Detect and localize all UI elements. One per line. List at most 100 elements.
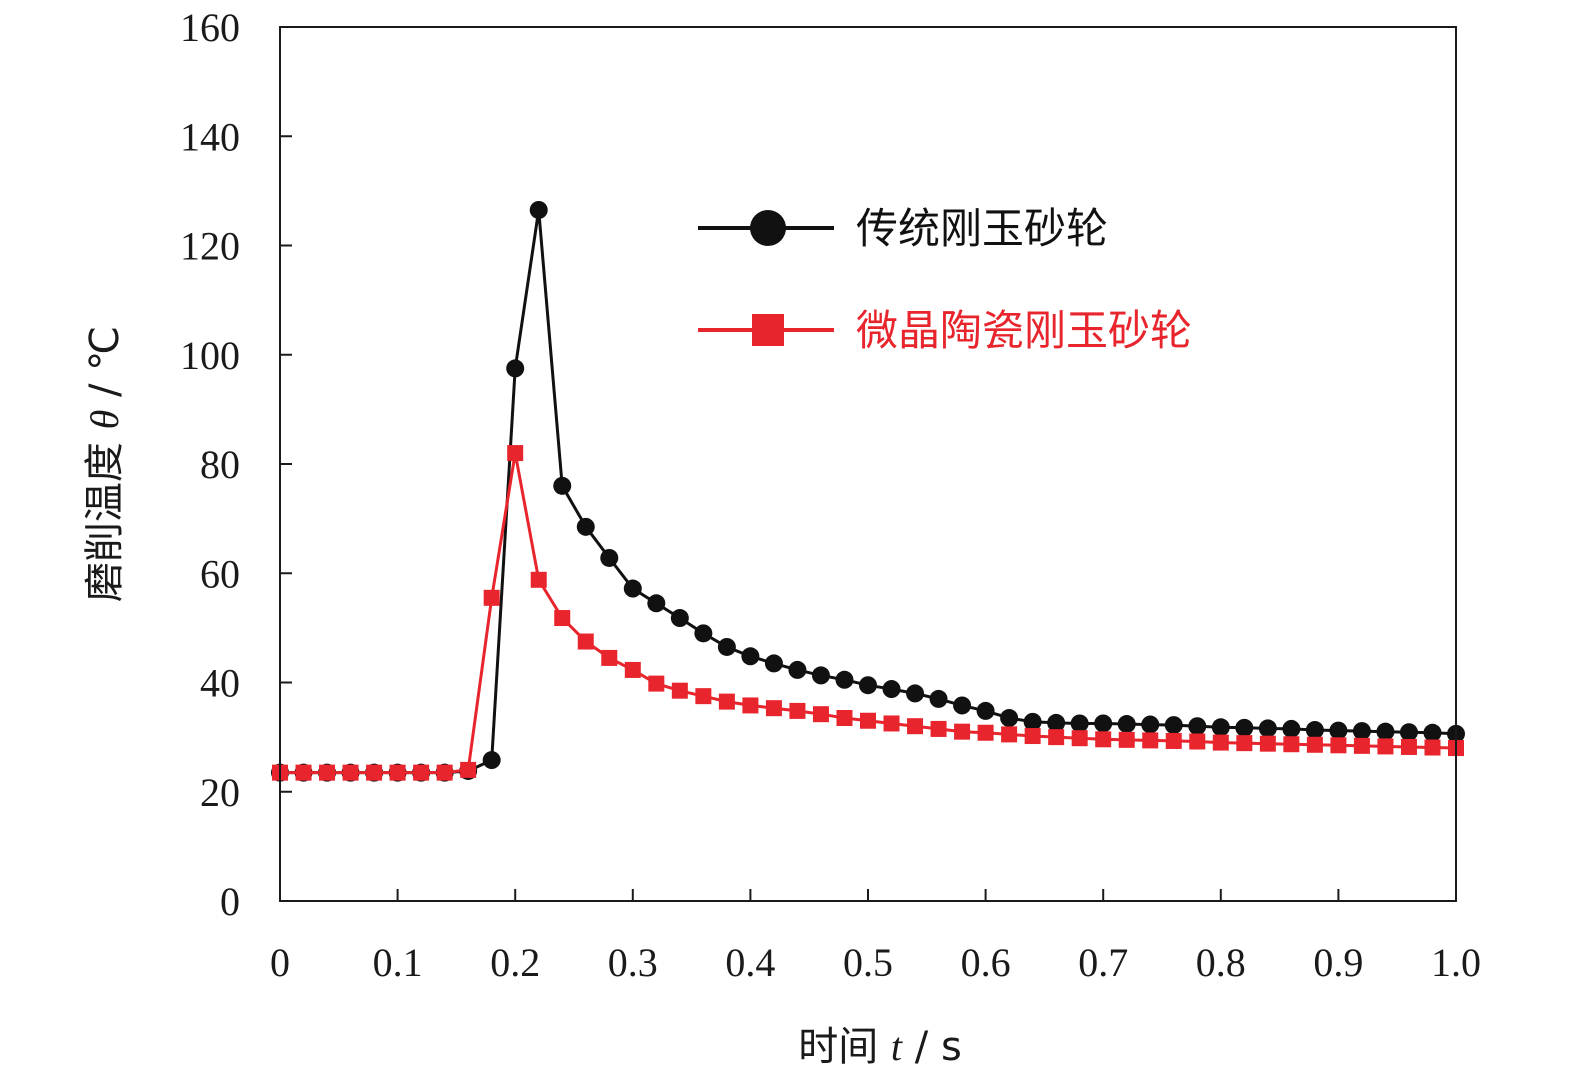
x-axis-title-part: 时间: [798, 1024, 891, 1070]
data-point: [1142, 732, 1159, 749]
data-point: [366, 764, 383, 781]
data-point: [436, 764, 453, 781]
y-axis-title-part: 磨削温度: [82, 429, 128, 602]
data-point: [319, 764, 336, 781]
data-point: [554, 610, 571, 627]
data-point: [576, 517, 595, 536]
data-point: [836, 710, 853, 727]
x-tick-label: 0.8: [1196, 940, 1246, 985]
data-point: [1095, 731, 1112, 748]
legend-marker: [752, 314, 784, 346]
data-point: [529, 200, 548, 219]
data-point: [1283, 736, 1300, 753]
y-tick-label: 0: [220, 879, 240, 924]
data-point: [1352, 722, 1371, 741]
data-point: [1423, 723, 1442, 742]
data-point: [742, 697, 759, 714]
data-point: [483, 589, 500, 606]
data-point: [1165, 732, 1182, 749]
y-axis-title-part: / ℃: [82, 326, 128, 410]
data-point: [1259, 735, 1276, 752]
data-point: [1024, 728, 1041, 745]
data-point: [648, 675, 665, 692]
data-point: [1048, 729, 1065, 746]
y-axis-title-part: θ: [82, 410, 127, 430]
data-point: [389, 764, 406, 781]
y-axis-title: 磨削温度 θ / ℃: [82, 326, 128, 602]
data-point: [1306, 736, 1323, 753]
x-tick-label: 0.6: [961, 940, 1011, 985]
data-point: [1094, 714, 1113, 733]
data-point: [601, 649, 618, 666]
y-tick-label: 20: [200, 770, 240, 815]
data-point: [954, 723, 971, 740]
data-point: [694, 624, 713, 643]
data-point: [717, 637, 736, 656]
x-axis-title-part: / s: [902, 1024, 962, 1070]
data-point: [506, 359, 525, 378]
y-tick-label: 120: [180, 224, 240, 269]
data-point: [1070, 714, 1089, 733]
data-point: [1424, 739, 1441, 756]
data-point: [507, 445, 524, 462]
data-point: [1189, 733, 1206, 750]
y-tick-label: 100: [180, 333, 240, 378]
labels-layer: 0 0.1 0.2 0.3 0.4 0.5 0.6 0.7 0.8 0.9 1.0 0 20 40 60 80…: [82, 5, 1481, 1070]
data-point: [882, 680, 901, 699]
data-point: [811, 666, 830, 685]
data-point: [1023, 712, 1042, 731]
y-tick-label: 60: [200, 551, 240, 596]
data-point: [1329, 721, 1348, 740]
x-tick-label: 0.3: [608, 940, 658, 985]
x-tick-label: 0.1: [373, 940, 423, 985]
data-point: [553, 476, 572, 495]
x-tick-label: 0.4: [725, 940, 775, 985]
data-point: [1376, 722, 1395, 741]
data-point: [1236, 735, 1253, 752]
data-point: [695, 688, 712, 705]
data-point: [482, 751, 501, 770]
data-point: [1400, 738, 1417, 755]
data-point: [1399, 723, 1418, 742]
y-tick-label: 140: [180, 114, 240, 159]
data-point: [1212, 734, 1229, 751]
data-point: [413, 764, 430, 781]
data-point: [647, 594, 666, 613]
plot-frame: [279, 26, 1457, 902]
x-tick-label: 0.2: [490, 940, 540, 985]
series-2: [272, 445, 1464, 781]
data-point: [1282, 719, 1301, 738]
data-point: [789, 702, 806, 719]
data-point: [953, 696, 972, 715]
x-tick-label: 0.5: [843, 940, 893, 985]
data-point: [883, 715, 900, 732]
data-point: [788, 660, 807, 679]
data-point: [977, 724, 994, 741]
data-point: [1330, 737, 1347, 754]
y-tick-label: 160: [180, 5, 240, 50]
data-point: [835, 670, 854, 689]
y-tick-label: 40: [200, 661, 240, 706]
x-axis-title: 时间 t / s: [798, 1024, 962, 1070]
data-point: [1118, 731, 1135, 748]
legend-label: 传统刚玉砂轮: [856, 204, 1108, 253]
data-point: [1117, 715, 1136, 734]
data-point: [460, 761, 477, 778]
data-point: [1001, 726, 1018, 743]
x-tick-label: 0.7: [1078, 940, 1128, 985]
data-point: [976, 701, 995, 720]
data-point: [1235, 718, 1254, 737]
data-point: [623, 579, 642, 598]
legend-label: 微晶陶瓷刚玉砂轮: [856, 306, 1192, 355]
data-point: [1353, 737, 1370, 754]
legend-item: 微晶陶瓷刚玉砂轮: [698, 306, 1192, 355]
series-layer: [271, 200, 1465, 782]
data-point: [1164, 716, 1183, 735]
data-point: [741, 647, 760, 666]
data-point: [624, 661, 641, 678]
data-point: [1258, 719, 1277, 738]
data-point: [671, 682, 688, 699]
